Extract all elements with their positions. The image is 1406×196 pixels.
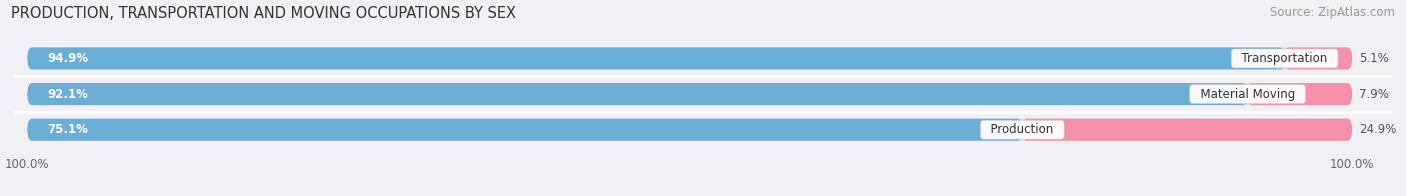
FancyBboxPatch shape [27, 83, 1247, 105]
FancyBboxPatch shape [1247, 83, 1353, 105]
Text: 94.9%: 94.9% [48, 52, 89, 65]
Text: Source: ZipAtlas.com: Source: ZipAtlas.com [1270, 6, 1395, 19]
Text: PRODUCTION, TRANSPORTATION AND MOVING OCCUPATIONS BY SEX: PRODUCTION, TRANSPORTATION AND MOVING OC… [11, 6, 516, 21]
Text: 7.9%: 7.9% [1358, 88, 1389, 101]
FancyBboxPatch shape [27, 119, 1022, 141]
FancyBboxPatch shape [27, 119, 1353, 141]
Text: 75.1%: 75.1% [48, 123, 89, 136]
Text: Material Moving: Material Moving [1192, 88, 1302, 101]
FancyBboxPatch shape [1285, 47, 1353, 70]
FancyBboxPatch shape [27, 47, 1285, 70]
Text: 92.1%: 92.1% [48, 88, 89, 101]
FancyBboxPatch shape [27, 83, 1353, 105]
Text: 5.1%: 5.1% [1358, 52, 1389, 65]
FancyBboxPatch shape [27, 47, 1353, 70]
Text: 24.9%: 24.9% [1358, 123, 1396, 136]
FancyBboxPatch shape [1022, 119, 1353, 141]
Text: Production: Production [983, 123, 1062, 136]
Text: Transportation: Transportation [1234, 52, 1336, 65]
